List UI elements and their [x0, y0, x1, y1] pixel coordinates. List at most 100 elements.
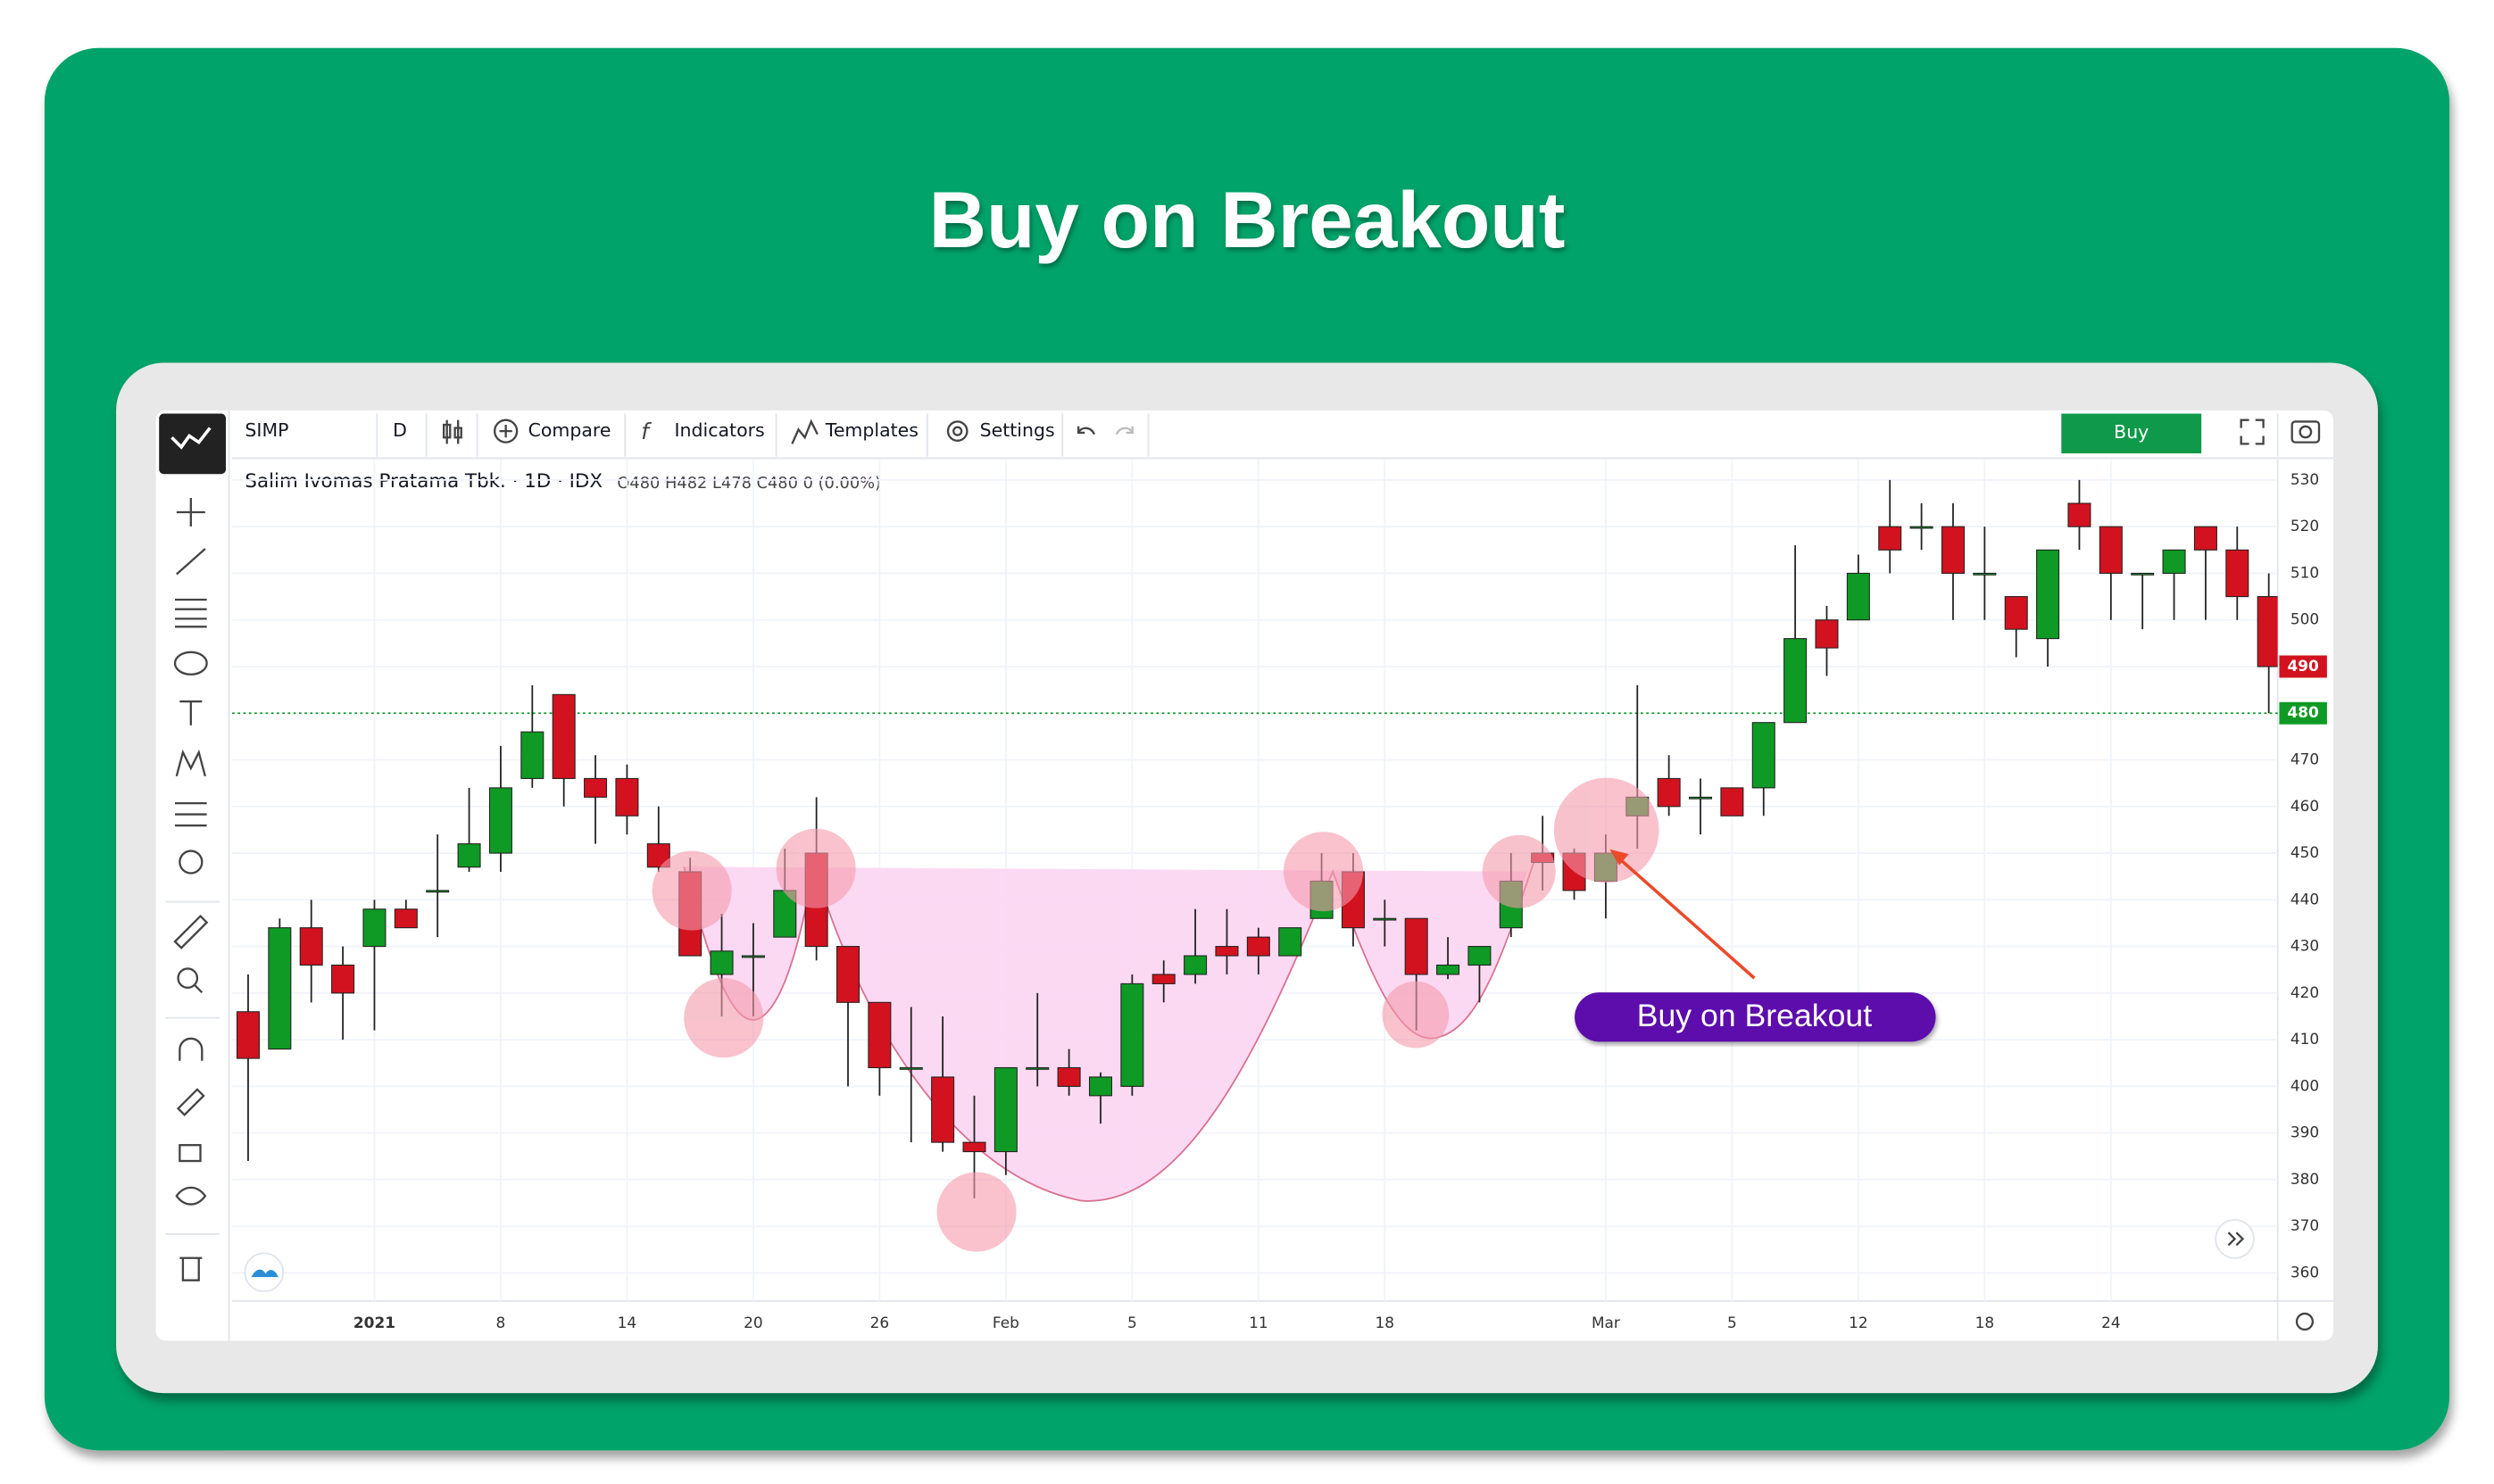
candle-body: [1088, 1076, 1112, 1097]
text-tool[interactable]: [179, 700, 203, 725]
candle-body: [1246, 936, 1270, 957]
candle-body: [615, 777, 639, 817]
screenshot-icon[interactable]: [2290, 420, 2321, 444]
lock-tool[interactable]: [179, 1144, 202, 1163]
candle-body: [1909, 526, 1933, 529]
candle-body: [1373, 917, 1397, 921]
candle-body: [1057, 1066, 1081, 1087]
candle-body: [1436, 964, 1460, 975]
price-tag-label: 480: [2288, 703, 2319, 721]
x-tick-label: Feb: [993, 1314, 1019, 1331]
y-tick-label: 400: [2290, 1076, 2319, 1094]
candle-body: [1151, 974, 1176, 984]
lock-draw-tool[interactable]: [176, 1088, 205, 1116]
zoom-tool-handle: [193, 983, 204, 993]
candle-body: [1026, 1066, 1050, 1070]
x-tick-label: 5: [1727, 1314, 1737, 1331]
icon-tool[interactable]: [179, 850, 204, 875]
y-tick-label: 370: [2290, 1216, 2319, 1234]
x-tick-label: 26: [870, 1314, 890, 1331]
candle-body: [1941, 526, 1965, 574]
candle-body: [236, 1011, 260, 1059]
trendline-tool[interactable]: [176, 548, 206, 576]
tv-logo-mark: [251, 1269, 278, 1278]
magnet-tool[interactable]: [179, 1037, 204, 1061]
crosshair-tool[interactable]: [176, 497, 205, 527]
candle-body: [457, 843, 481, 868]
x-tick-label: 11: [1249, 1314, 1268, 1331]
candle-body: [2004, 596, 2028, 630]
price-tag: [2279, 701, 2327, 725]
axis-settings-icon[interactable]: [2295, 1312, 2315, 1331]
prediction-tool[interactable]: [175, 801, 207, 827]
candle-body: [488, 787, 512, 854]
y-tick-label: 410: [2290, 1030, 2319, 1048]
annotation-pill: [1575, 992, 1936, 1042]
visibility-tool[interactable]: [175, 1186, 207, 1206]
pattern-shading: [684, 866, 1527, 1201]
y-tick-label: 530: [2290, 470, 2319, 488]
candle-body: [268, 927, 292, 1050]
compare-icon[interactable]: [494, 419, 519, 444]
screenshot-icon-lens: [2299, 425, 2313, 439]
candle-body: [520, 731, 545, 779]
x-tick-label: 18: [1376, 1314, 1395, 1331]
buy-button[interactable]: [2061, 413, 2202, 454]
price-tag: [2279, 655, 2327, 678]
left-toolbar: [159, 410, 230, 1341]
candle-body: [741, 955, 765, 958]
candle-body: [1878, 526, 1902, 551]
fullscreen-icon[interactable]: [2240, 419, 2265, 445]
y-tick-label: 440: [2290, 890, 2319, 908]
candle-body: [2162, 549, 2186, 574]
legend-ohlc: O480 H482 L478 C480 0 (0.00%): [617, 474, 881, 493]
shape-tool[interactable]: [173, 651, 208, 676]
candle-body: [2225, 549, 2249, 598]
pattern-tool[interactable]: [175, 749, 206, 777]
candle-body: [868, 1001, 892, 1069]
page-title: Buy on Breakout: [929, 175, 1566, 264]
price-tag-label: 490: [2288, 657, 2319, 675]
scroll-right-icon: [2227, 1231, 2245, 1247]
candle-body: [931, 1076, 955, 1143]
compare-icon-plus: [499, 425, 512, 438]
candle-body: [1846, 572, 1870, 621]
symbol[interactable]: SIMP: [245, 419, 288, 441]
candle-body: [426, 890, 450, 893]
candle-body: [552, 693, 576, 779]
x-tick-label: 8: [496, 1314, 506, 1331]
y-tick-label: 520: [2290, 517, 2319, 535]
redo-icon[interactable]: [1115, 426, 1134, 435]
delete-tool[interactable]: [179, 1256, 203, 1281]
candle-body: [1184, 955, 1208, 975]
candle-body: [2193, 526, 2217, 551]
compare-button[interactable]: Compare: [528, 419, 611, 441]
ruler-tool[interactable]: [173, 914, 209, 949]
interval[interactable]: D: [393, 419, 407, 441]
y-tick-label: 380: [2290, 1170, 2319, 1188]
x-tick-label: 2021: [353, 1314, 395, 1331]
fib-tool[interactable]: [175, 598, 207, 628]
legend-name: Salim Ivomas Pratama Tbk. · 1D · IDX: [245, 470, 603, 493]
candle-body: [962, 1141, 986, 1153]
indicators-button[interactable]: Indicators: [675, 419, 765, 441]
undo-icon[interactable]: [1077, 426, 1096, 435]
zoom-tool[interactable]: [177, 967, 199, 989]
x-tick-label: 5: [1127, 1314, 1137, 1331]
templates-icon[interactable]: [791, 419, 819, 444]
annotation-label: Buy on Breakout: [1637, 998, 1872, 1033]
candle-body: [836, 946, 860, 1003]
candle-body: [1657, 777, 1681, 808]
candle-body: [2257, 596, 2278, 667]
x-tick-label: 24: [2101, 1314, 2121, 1331]
y-tick-label: 510: [2290, 563, 2319, 581]
x-tick-label: 12: [1849, 1314, 1868, 1331]
chart-type-icon[interactable]: [442, 419, 462, 444]
candle-body: [362, 908, 387, 948]
candle-body: [1720, 787, 1744, 817]
settings-button[interactable]: Settings: [980, 419, 1055, 441]
buy-label: Buy: [2114, 421, 2149, 443]
templates-button[interactable]: Templates: [825, 419, 919, 441]
settings-icon[interactable]: [946, 420, 969, 442]
